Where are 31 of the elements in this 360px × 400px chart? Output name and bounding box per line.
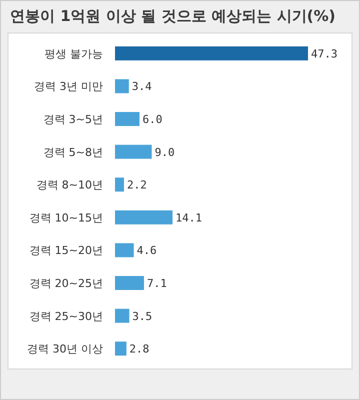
y-tick-label: 경력 30년 이상 (27, 342, 103, 356)
data-label: 9.0 (154, 146, 175, 159)
data-label: 14.1 (176, 211, 202, 224)
y-tick-label: 경력 3~5년 (43, 113, 103, 126)
data-label: 3.5 (132, 310, 152, 323)
bar (115, 178, 124, 192)
bar (115, 308, 130, 323)
bar (115, 243, 134, 258)
data-label: 2.8 (129, 342, 150, 356)
bar (115, 144, 152, 159)
data-label: 47.3 (311, 47, 338, 60)
bar (115, 46, 308, 60)
data-label: 3.4 (132, 80, 152, 94)
y-tick-label: 경력 10~15년 (29, 211, 103, 224)
data-label: 7.1 (146, 277, 167, 290)
bar (115, 342, 126, 356)
y-tick-label: 경력 5~8년 (43, 146, 103, 159)
y-tick-label: 경력 20~25년 (29, 277, 103, 290)
y-tick-label: 경력 15~20년 (29, 244, 103, 258)
data-label: 4.6 (136, 244, 157, 258)
chart-title: 연봉이 1억원 이상 될 것으로 예상되는 시기(%) (10, 7, 336, 25)
bar (115, 210, 173, 224)
y-tick-label: 경력 25~30년 (29, 310, 103, 323)
data-label: 2.2 (126, 178, 147, 192)
bar (115, 79, 129, 94)
y-tick-label: 평생 불가능 (44, 47, 103, 60)
bar (115, 276, 144, 290)
y-tick-label: 경력 3년 미만 (34, 80, 103, 94)
y-tick-label: 경력 8~10년 (36, 178, 103, 192)
data-label: 6.0 (142, 113, 162, 126)
bar (115, 112, 140, 126)
